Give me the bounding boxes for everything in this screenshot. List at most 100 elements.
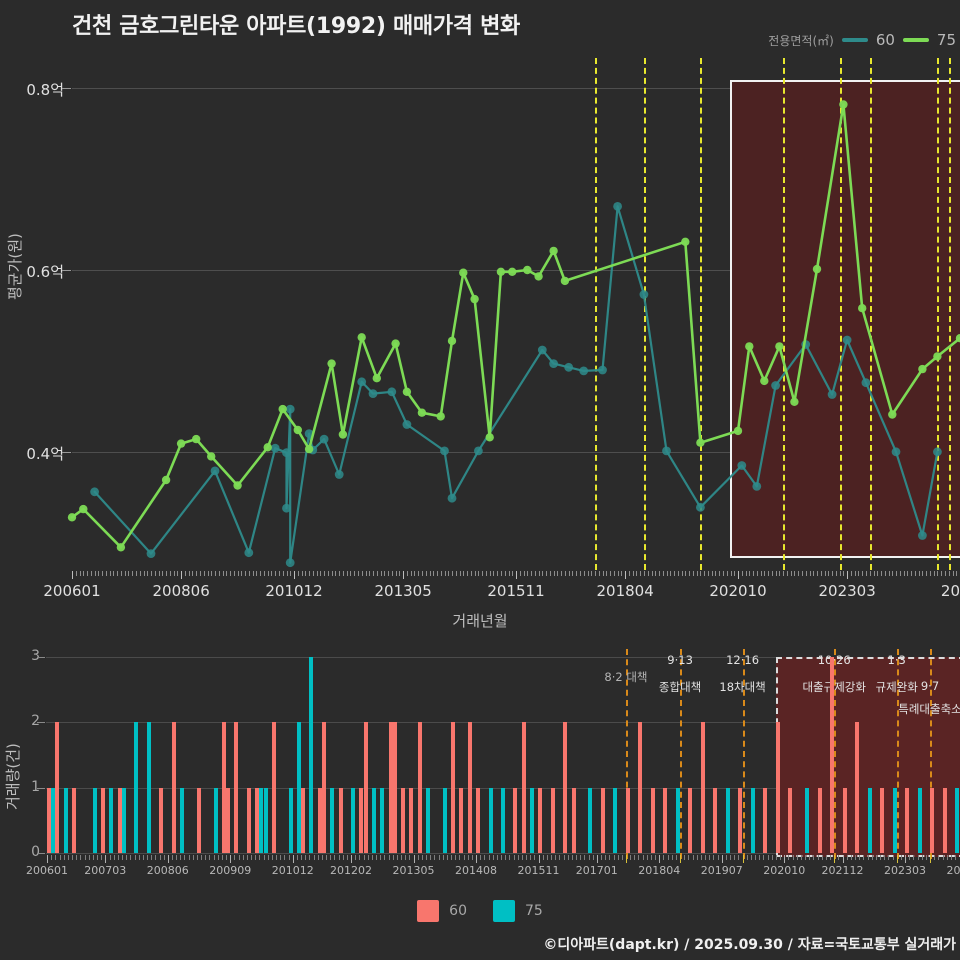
price-xaxis-tick	[696, 571, 698, 576]
volume-bar	[180, 787, 185, 853]
volume-xaxis-tick	[92, 855, 94, 860]
legend-line-60	[841, 38, 868, 42]
price-point-60	[368, 389, 378, 398]
price-point-60	[737, 461, 747, 470]
volume-annotation-mid: 8·2 대책	[604, 670, 648, 684]
price-xaxis-tick	[162, 571, 164, 576]
volume-xaxis-tick	[717, 855, 719, 860]
volume-xaxis-tick-major	[230, 855, 232, 863]
price-xaxis-tick	[636, 571, 638, 576]
price-xaxis-tick	[899, 571, 901, 576]
price-xaxis-tick-major	[516, 571, 517, 579]
price-xaxis-tick	[538, 571, 540, 576]
price-xaxis-tick	[105, 571, 107, 576]
price-point-75	[304, 444, 314, 454]
volume-policy-line	[896, 649, 899, 859]
volume-xaxis-tick	[455, 855, 457, 860]
volume-xaxis-tick	[251, 855, 253, 860]
price-line-60	[93, 205, 939, 564]
volume-xaxis-tick	[592, 855, 594, 860]
volume-bar	[855, 722, 860, 853]
volume-bar	[92, 787, 97, 853]
volume-bar	[917, 787, 922, 853]
volume-gridline	[46, 657, 960, 658]
price-xaxis-tick	[98, 571, 100, 576]
volume-annotation-mid: 종합대책	[658, 680, 702, 694]
price-xaxis-tick	[399, 571, 401, 576]
volume-bar	[467, 722, 472, 853]
volume-xaxis-tick	[501, 855, 502, 860]
price-xaxis-tick	[433, 571, 435, 576]
volume-bar	[101, 787, 106, 853]
price-xaxis-tick	[312, 571, 314, 576]
price-point-75	[338, 430, 348, 439]
volume-xaxis-tick	[713, 855, 715, 860]
price-xaxis-tick	[651, 571, 653, 576]
volume-bar	[117, 787, 122, 853]
price-gridline	[72, 451, 960, 453]
volume-gridline	[46, 722, 960, 724]
volume-xaxis-tick-major	[905, 855, 906, 863]
price-point-75	[402, 387, 412, 396]
price-gridline	[72, 88, 960, 90]
volume-xaxis-tick	[871, 855, 873, 860]
price-xaxis-tick	[113, 571, 115, 576]
price-point-75	[293, 425, 302, 435]
volume-xaxis-tick	[246, 855, 248, 860]
volume-bar	[538, 787, 543, 853]
volume-xaxis-tick	[417, 855, 419, 860]
price-point-60	[549, 359, 558, 368]
legend-area-volume: 60 75	[0, 900, 960, 922]
volume-ytick-mark	[37, 853, 45, 854]
volume-xaxis-tick	[938, 855, 940, 860]
volume-xaxis-tick	[734, 855, 736, 860]
price-xaxis-tick	[820, 571, 822, 576]
volume-xaxis-tick	[675, 855, 677, 860]
volume-bar	[234, 722, 239, 853]
price-point-75	[508, 267, 517, 276]
legend-swatch-75	[493, 900, 515, 922]
volume-bar	[788, 787, 793, 853]
volume-xaxis-tick	[921, 855, 923, 860]
price-xaxis-tick	[459, 571, 461, 576]
price-point-75	[372, 374, 381, 383]
price-xaxis-tick	[828, 571, 830, 576]
volume-bar	[880, 787, 885, 853]
price-xaxis-tick	[512, 571, 514, 576]
volume-xaxis-tick	[284, 855, 286, 860]
page-title: 건천 금호그린타운 아파트(1992) 매매가격 변화	[72, 14, 520, 39]
volume-annotation-top: 12·16	[726, 653, 760, 667]
volume-xaxis-tick	[184, 855, 186, 860]
price-xaxis-tick	[527, 571, 529, 576]
volume-bar	[359, 787, 364, 853]
volume-xaxis-tick	[76, 855, 78, 860]
volume-xaxis-tick	[526, 855, 527, 860]
price-xaxis-tick	[188, 571, 190, 576]
price-xaxis-tick	[463, 571, 465, 576]
price-point-75	[192, 434, 201, 444]
price-xaxis-tick	[576, 571, 578, 576]
volume-xaxis-tick	[72, 855, 73, 860]
volume-xaxis-tick	[838, 855, 840, 860]
volume-bar	[571, 787, 576, 853]
volume-xaxis-tick-major	[659, 855, 661, 863]
price-xaxis-tick	[583, 571, 585, 576]
price-xaxis-tick	[290, 571, 292, 576]
price-xaxis-tick	[199, 571, 201, 576]
price-point-75	[278, 404, 287, 414]
price-xaxis-tick	[775, 571, 777, 576]
legend-area-price: 전용면적(㎡) 60 75	[768, 31, 956, 49]
volume-xaxis-tick	[421, 855, 423, 860]
volume-bar	[600, 787, 605, 853]
price-xaxis-label: 201804	[596, 582, 654, 600]
volume-bar	[71, 787, 76, 853]
legend-item-75: 75	[493, 900, 543, 922]
price-xaxis-tick	[941, 571, 943, 576]
price-xaxis-tick	[707, 571, 709, 576]
volume-xaxis-tick	[97, 855, 98, 860]
volume-xaxis-tick	[863, 855, 865, 860]
price-point-75	[470, 294, 479, 304]
volume-xaxis-tick	[342, 855, 344, 860]
volume-bar	[550, 787, 555, 853]
volume-xaxis-tick	[601, 855, 602, 860]
